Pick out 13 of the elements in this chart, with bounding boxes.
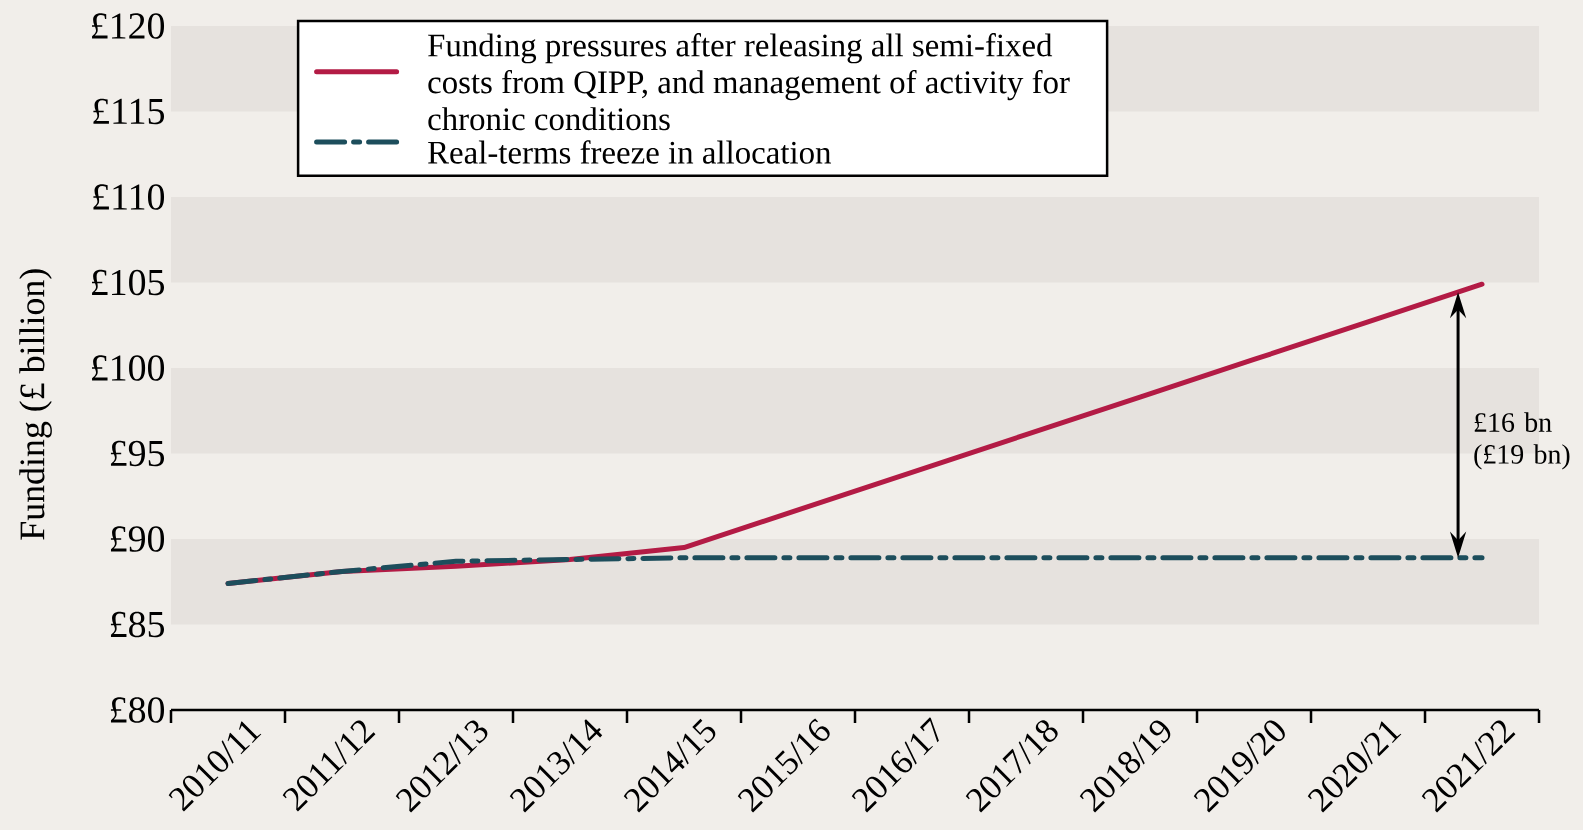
y-tick-label: £95 xyxy=(110,440,164,467)
y-tick-label: £120 xyxy=(92,13,165,39)
y-tick-label: £115 xyxy=(93,98,165,125)
legend-label: Real-terms freeze in allocation xyxy=(428,140,832,164)
y-tick-label: £100 xyxy=(92,355,165,381)
y-tick-label: £110 xyxy=(93,184,165,210)
y-tick-label: £80 xyxy=(110,697,165,723)
annotation: £16 bn (£19 bn) xyxy=(1474,412,1570,470)
y-tick-label: £85 xyxy=(110,611,164,638)
y-axis-title: Funding (£ billion) xyxy=(19,269,52,540)
y-tick-label: £90 xyxy=(110,526,165,552)
y-tick-label: £105 xyxy=(92,269,164,296)
legend-label: Funding pressures after releasing all semi-fixed costs from QIPP, and management of activity for chronic conditions xyxy=(428,33,1070,131)
